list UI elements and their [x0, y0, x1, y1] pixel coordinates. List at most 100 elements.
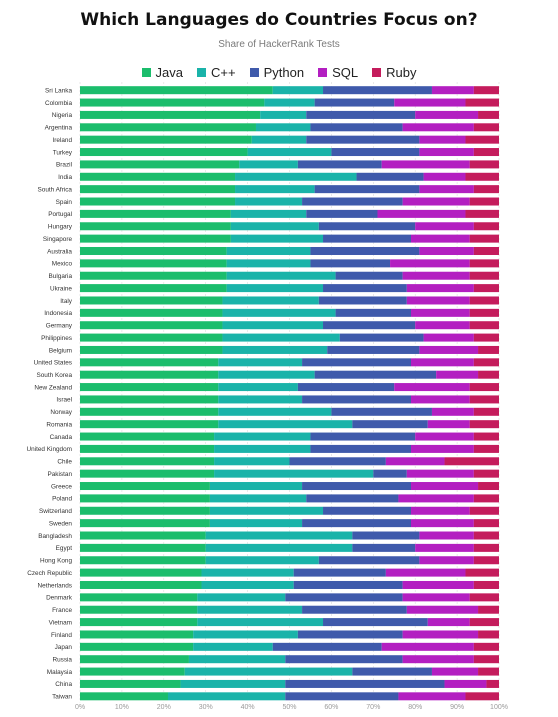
- bar-segment-c-: [251, 135, 307, 144]
- bar-segment-c-: [193, 642, 273, 651]
- bar-segment-python: [314, 185, 420, 194]
- bar-segment-sql: [398, 494, 474, 503]
- bar-segment-python: [297, 383, 395, 392]
- bar-segment-c-: [197, 605, 303, 614]
- x-tick-label: 20%: [157, 704, 171, 711]
- bar-segment-java: [80, 148, 248, 157]
- category-label: Belgium: [49, 347, 72, 354]
- category-label: Taiwan: [52, 694, 72, 701]
- legend-swatch: [372, 67, 382, 77]
- category-label: France: [52, 607, 72, 614]
- bar-segment-ruby: [478, 667, 499, 676]
- legend-item-c-: C++: [197, 65, 236, 80]
- category-label: Vietnam: [49, 619, 72, 626]
- bar-segment-c-: [188, 655, 286, 664]
- bar-segment-sql: [402, 580, 474, 589]
- bar-segment-python: [323, 618, 428, 627]
- bar-segment-sql: [385, 457, 445, 466]
- bar-segment-ruby: [473, 655, 499, 664]
- bar-segment-ruby: [469, 420, 499, 429]
- bar-segment-ruby: [469, 234, 499, 243]
- category-label: Philippines: [41, 335, 72, 342]
- bar-segment-python: [293, 568, 386, 577]
- bar-segment-java: [80, 209, 231, 218]
- bar-segment-c-: [222, 296, 319, 305]
- bar-segment-sql: [415, 110, 479, 119]
- category-label: Romania: [46, 421, 72, 428]
- x-tick-label: 0%: [75, 704, 85, 711]
- category-label: Switzerland: [39, 508, 72, 515]
- bar-segment-sql: [411, 358, 474, 367]
- bar-segment-c-: [222, 333, 340, 342]
- bar-segment-ruby: [473, 519, 499, 528]
- bar-segment-java: [80, 655, 189, 664]
- bar-segment-sql: [406, 284, 474, 293]
- bar-segment-ruby: [473, 642, 499, 651]
- bar-segment-python: [310, 444, 412, 453]
- legend-label: Java: [155, 64, 184, 80]
- bar-segment-c-: [222, 345, 328, 354]
- bar-segment-python: [331, 407, 432, 416]
- bar-segment-python: [323, 86, 432, 95]
- category-label: Singapore: [43, 236, 73, 243]
- bar-segment-python: [302, 197, 403, 206]
- bar-segment-ruby: [469, 383, 499, 392]
- category-label: Sri Lanka: [45, 87, 72, 94]
- bar-segment-ruby: [469, 259, 499, 268]
- bar-segment-ruby: [473, 222, 499, 231]
- legend-swatch: [249, 67, 259, 77]
- bar-segment-python: [356, 172, 424, 181]
- bar-segment-c-: [201, 580, 294, 589]
- bar-segment-c-: [226, 271, 336, 280]
- bar-segment-ruby: [473, 407, 499, 416]
- category-label: Spain: [56, 199, 73, 206]
- bar-segment-sql: [431, 86, 474, 95]
- bar-segment-ruby: [473, 444, 499, 453]
- category-label: New Zealand: [34, 384, 72, 391]
- legend-item-python: Python: [249, 65, 304, 80]
- bar-segment-java: [80, 135, 252, 144]
- bar-segment-java: [80, 531, 206, 540]
- bar-segment-c-: [218, 358, 303, 367]
- bar-segment-sql: [411, 506, 470, 515]
- category-label: India: [58, 174, 72, 181]
- bar-segment-c-: [205, 531, 353, 540]
- bar-segment-python: [306, 135, 420, 144]
- bar-segment-sql: [427, 420, 470, 429]
- bar-segment-sql: [427, 618, 470, 627]
- bar-segment-ruby: [473, 148, 499, 157]
- category-label: Finland: [51, 632, 72, 639]
- category-label: Japan: [55, 644, 73, 651]
- bar-segment-java: [80, 284, 227, 293]
- category-label: Nigeria: [52, 112, 73, 119]
- bar-segment-ruby: [478, 605, 499, 614]
- bar-segment-ruby: [473, 358, 499, 367]
- bar-segment-sql: [394, 98, 466, 107]
- bar-segment-python: [314, 98, 395, 107]
- category-label: Malaysia: [47, 669, 73, 676]
- category-label: Hungary: [48, 224, 73, 231]
- category-label: Norway: [50, 409, 72, 416]
- bar-segment-ruby: [473, 284, 499, 293]
- category-label: Ireland: [52, 137, 72, 144]
- bar-segment-python: [352, 543, 416, 552]
- bar-segment-ruby: [469, 271, 499, 280]
- bar-segment-python: [297, 630, 403, 639]
- bar-segment-java: [80, 630, 194, 639]
- category-label: Sweden: [49, 520, 73, 527]
- bar-segment-ruby: [469, 321, 499, 330]
- bar-segment-sql: [411, 234, 470, 243]
- bar-segment-sql: [419, 246, 474, 255]
- bar-segment-ruby: [473, 333, 499, 342]
- bar-segment-sql: [402, 197, 470, 206]
- category-label: Poland: [52, 496, 72, 503]
- category-label: Israel: [56, 397, 72, 404]
- bar-segment-c-: [226, 259, 311, 268]
- bar-segment-ruby: [473, 543, 499, 552]
- bar-segment-ruby: [465, 209, 499, 218]
- bar-segment-java: [80, 420, 219, 429]
- bar-segment-sql: [390, 259, 470, 268]
- bar-segment-c-: [209, 506, 324, 515]
- bar-segment-ruby: [473, 580, 499, 589]
- bar-segment-ruby: [473, 556, 499, 565]
